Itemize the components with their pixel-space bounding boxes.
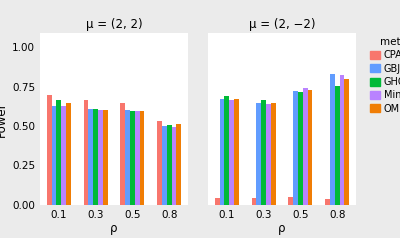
Y-axis label: Power: Power bbox=[0, 101, 8, 137]
Title: μ = (2, 2): μ = (2, 2) bbox=[86, 18, 142, 31]
Bar bbox=[52, 106, 56, 205]
Bar bbox=[140, 111, 144, 205]
Bar bbox=[93, 109, 98, 205]
Bar bbox=[335, 86, 340, 205]
Bar bbox=[56, 100, 61, 205]
Bar bbox=[261, 100, 266, 205]
Bar bbox=[125, 110, 130, 205]
Bar bbox=[176, 124, 181, 205]
Bar bbox=[298, 92, 303, 205]
Bar bbox=[84, 100, 88, 205]
Bar bbox=[120, 103, 125, 205]
Bar bbox=[135, 111, 140, 205]
Bar bbox=[167, 125, 172, 205]
Title: μ = (2, −2): μ = (2, −2) bbox=[249, 18, 315, 31]
Bar bbox=[330, 74, 335, 205]
Bar bbox=[229, 100, 234, 205]
Bar bbox=[215, 198, 220, 205]
Bar bbox=[303, 88, 308, 205]
X-axis label: ρ: ρ bbox=[278, 222, 286, 235]
Bar bbox=[172, 127, 176, 205]
Bar bbox=[340, 74, 344, 205]
Bar bbox=[256, 103, 261, 205]
Bar bbox=[88, 109, 93, 205]
Bar bbox=[224, 96, 229, 205]
Bar bbox=[234, 99, 239, 205]
Bar bbox=[162, 126, 167, 205]
Bar bbox=[47, 95, 52, 205]
Bar bbox=[103, 110, 108, 205]
Bar bbox=[66, 103, 71, 205]
Bar bbox=[344, 79, 349, 205]
Bar bbox=[130, 111, 135, 205]
Bar bbox=[271, 103, 276, 205]
Bar bbox=[288, 197, 293, 205]
Bar bbox=[293, 91, 298, 205]
Bar bbox=[325, 199, 330, 205]
Bar bbox=[308, 90, 312, 205]
Bar bbox=[252, 198, 256, 205]
Bar bbox=[98, 110, 103, 205]
Bar bbox=[61, 106, 66, 205]
Legend: CPASSOC, GBJ, GHC, MinP, OMNI: CPASSOC, GBJ, GHC, MinP, OMNI bbox=[368, 35, 400, 116]
Bar bbox=[220, 99, 224, 205]
Bar bbox=[266, 104, 271, 205]
X-axis label: ρ: ρ bbox=[110, 222, 118, 235]
Bar bbox=[157, 121, 162, 205]
